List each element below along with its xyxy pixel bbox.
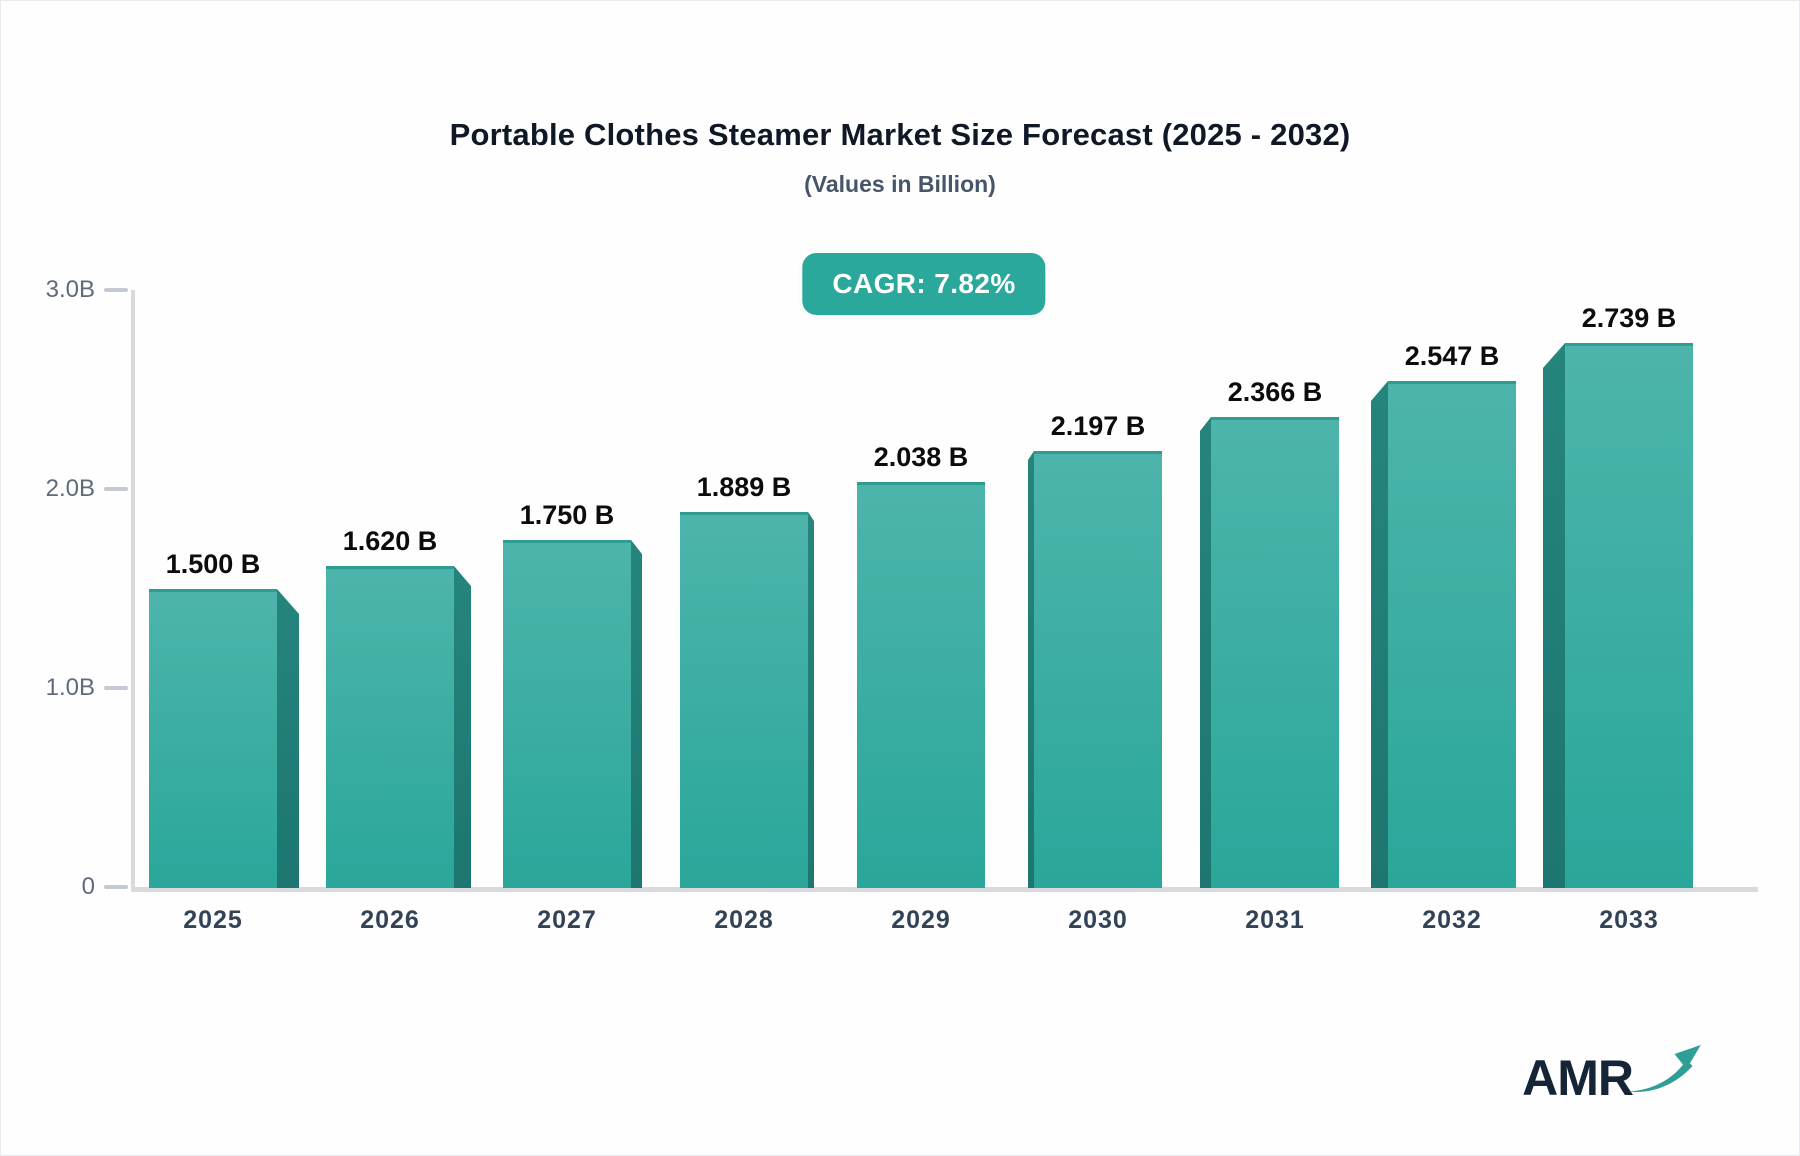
bar-value-label: 2.038 B xyxy=(873,442,969,472)
x-axis-label-2027: 2027 xyxy=(537,906,597,934)
y-tick-label: 1.0B xyxy=(45,674,95,701)
y-tick-mark xyxy=(104,686,128,690)
x-axis-label-2030: 2030 xyxy=(1068,906,1128,934)
bar-side-face xyxy=(277,589,299,888)
chart-subtitle: (Values in Billion) xyxy=(804,171,996,197)
y-tick-label: 3.0B xyxy=(45,276,95,303)
y-tick-label: 0 xyxy=(81,873,95,900)
bar-value-label: 2.547 B xyxy=(1404,341,1500,371)
bar-side-face xyxy=(1200,417,1211,888)
y-axis-line xyxy=(131,290,135,892)
bar-2025 xyxy=(149,589,277,888)
y-tick-mark xyxy=(104,288,128,292)
x-axis-line xyxy=(131,887,1758,892)
bar-value-label: 2.197 B xyxy=(1050,411,1146,441)
y-tick-mark xyxy=(104,885,128,889)
x-axis-label-2029: 2029 xyxy=(891,906,951,934)
bar-2026 xyxy=(326,566,454,888)
bar-2030 xyxy=(1034,451,1162,888)
y-tick-mark xyxy=(104,487,128,491)
amr-logo: AMR xyxy=(1522,1036,1703,1103)
x-axis-label-2025: 2025 xyxy=(183,906,243,934)
bar-2028 xyxy=(680,512,808,888)
bar-side-face xyxy=(1028,451,1034,888)
bar-2031 xyxy=(1211,417,1339,888)
bar-value-label: 1.750 B xyxy=(519,500,615,530)
x-axis-label-2032: 2032 xyxy=(1422,906,1482,934)
bar-value-label: 1.620 B xyxy=(342,526,438,556)
bar-2033 xyxy=(1565,343,1693,888)
bar-2027 xyxy=(503,540,631,888)
x-axis-label-2031: 2031 xyxy=(1245,906,1305,934)
bar-2029 xyxy=(857,482,985,888)
bar-side-face xyxy=(631,540,642,888)
bar-2032 xyxy=(1388,381,1516,888)
bar-side-face xyxy=(454,566,471,888)
amr-logo-text: AMR xyxy=(1522,1050,1634,1106)
bar-side-face xyxy=(1543,343,1565,888)
bar-value-label: 1.889 B xyxy=(696,472,792,502)
bar-value-label: 2.366 B xyxy=(1227,377,1323,407)
chart-title: Portable Clothes Steamer Market Size For… xyxy=(449,117,1351,152)
bar-value-label: 1.500 B xyxy=(165,549,261,579)
trend-arrow-icon xyxy=(1625,1036,1703,1101)
y-tick-label: 2.0B xyxy=(45,475,95,502)
bar-side-face xyxy=(808,512,814,888)
x-axis-label-2033: 2033 xyxy=(1599,906,1659,934)
bar-value-label: 2.739 B xyxy=(1581,303,1677,333)
cagr-badge: CAGR: 7.82% xyxy=(802,253,1046,315)
bar-side-face xyxy=(1371,381,1388,888)
chart-header: Portable Clothes Steamer Market Size For… xyxy=(1,1,1799,198)
x-axis-label-2026: 2026 xyxy=(360,906,420,934)
x-axis-label-2028: 2028 xyxy=(714,906,774,934)
